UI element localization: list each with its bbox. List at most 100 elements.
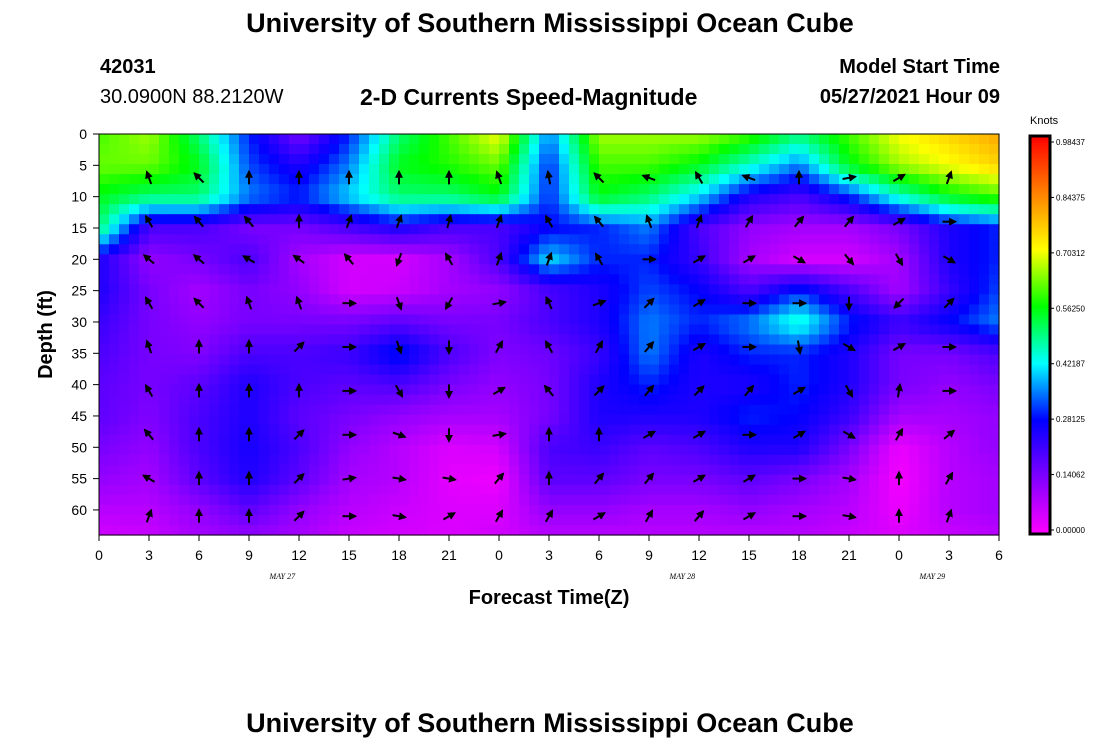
heatmap-cell xyxy=(549,134,560,145)
heatmap-cell xyxy=(219,414,230,426)
heatmap-cell xyxy=(489,514,500,526)
heatmap-cell xyxy=(909,314,920,326)
heatmap-cell xyxy=(479,344,490,356)
heatmap-cell xyxy=(389,244,400,255)
heatmap-cell xyxy=(679,464,690,476)
heatmap-cell xyxy=(579,314,590,326)
heatmap-cell xyxy=(569,504,580,516)
heatmap-cell xyxy=(389,514,400,526)
heatmap-cell xyxy=(219,264,230,275)
heatmap-cell xyxy=(469,234,480,245)
heatmap-cell xyxy=(849,494,860,506)
heatmap-cell xyxy=(439,144,450,155)
heatmap-cell xyxy=(509,414,520,426)
heatmap-cell xyxy=(909,504,920,516)
heatmap-cell xyxy=(539,234,550,245)
heatmap-cell xyxy=(709,314,720,326)
heatmap-cell xyxy=(739,334,750,346)
heatmap-cell xyxy=(739,434,750,446)
heatmap-cell xyxy=(219,524,230,536)
heatmap-cell xyxy=(179,134,190,145)
heatmap-cell xyxy=(429,434,440,446)
heatmap-cell xyxy=(129,194,140,205)
heatmap-cell xyxy=(739,384,750,396)
heatmap-cell xyxy=(329,384,340,396)
heatmap-cell xyxy=(239,484,250,496)
heatmap-cell xyxy=(819,504,830,516)
heatmap-cell xyxy=(949,154,960,165)
heatmap-cell xyxy=(139,484,150,496)
heatmap-cell xyxy=(149,354,160,366)
heatmap-cell xyxy=(139,244,150,255)
heatmap-cell xyxy=(849,244,860,255)
current-vector-arrow xyxy=(293,472,305,484)
heatmap-cell xyxy=(719,404,730,416)
current-vector-arrow xyxy=(844,253,855,266)
current-vector-arrow xyxy=(492,430,507,439)
heatmap-cell xyxy=(659,334,670,346)
heatmap-cell xyxy=(509,284,520,296)
heatmap-cell xyxy=(339,214,350,225)
heatmap-cell xyxy=(319,244,330,255)
heatmap-cell xyxy=(149,374,160,386)
heatmap-cell xyxy=(349,514,360,526)
heatmap-cell xyxy=(879,354,890,366)
heatmap-cell xyxy=(959,434,970,446)
heatmap-cell xyxy=(699,274,710,285)
heatmap-cell xyxy=(469,484,480,496)
heatmap-cell xyxy=(749,504,760,516)
heatmap-cell xyxy=(109,134,120,145)
heatmap-cell xyxy=(449,484,460,496)
heatmap-cell xyxy=(759,484,770,496)
heatmap-cell xyxy=(339,204,350,215)
heatmap-cell xyxy=(739,414,750,426)
heatmap-cell xyxy=(299,174,310,185)
heatmap-cell xyxy=(309,184,320,195)
heatmap-cell xyxy=(129,204,140,215)
heatmap-cell xyxy=(589,394,600,406)
heatmap-cell xyxy=(589,224,600,235)
heatmap-cell xyxy=(259,264,270,275)
heatmap-cell xyxy=(459,264,470,275)
heatmap-cell xyxy=(919,504,930,516)
current-vector-arrow xyxy=(593,215,604,228)
heatmap-cell xyxy=(559,204,570,215)
heatmap-cell xyxy=(489,494,500,506)
heatmap-cell xyxy=(799,304,810,316)
heatmap-cell xyxy=(619,174,630,185)
heatmap-cell xyxy=(859,514,870,526)
heatmap-cell xyxy=(529,504,540,516)
heatmap-cell xyxy=(119,254,130,265)
heatmap-cell xyxy=(479,154,490,165)
heatmap-cell xyxy=(749,274,760,285)
heatmap-cell xyxy=(549,274,560,285)
heatmap-cell xyxy=(189,334,200,346)
heatmap-cell xyxy=(349,354,360,366)
heatmap-cell xyxy=(579,404,590,416)
heatmap-cell xyxy=(509,134,520,145)
heatmap-cell xyxy=(309,164,320,175)
heatmap-cell xyxy=(509,504,520,516)
heatmap-cell xyxy=(369,464,380,476)
heatmap-cell xyxy=(219,364,230,376)
heatmap-cell xyxy=(279,434,290,446)
current-vector-arrow xyxy=(143,428,154,441)
heatmap-cell xyxy=(339,414,350,426)
heatmap-cell xyxy=(199,304,210,316)
heatmap-cell xyxy=(539,524,550,536)
heatmap-cell xyxy=(629,474,640,486)
heatmap-cell xyxy=(639,374,650,386)
heatmap-cell xyxy=(329,264,340,275)
heatmap-cell xyxy=(819,184,830,195)
heatmap-cell xyxy=(179,234,190,245)
heatmap-cell xyxy=(249,274,260,285)
heatmap-cell xyxy=(129,364,140,376)
heatmap-cell xyxy=(769,464,780,476)
heatmap-cell xyxy=(289,274,300,285)
heatmap-cell xyxy=(589,434,600,446)
current-vector-arrow xyxy=(893,297,905,309)
heatmap-cell xyxy=(589,494,600,506)
heatmap-cell xyxy=(189,444,200,456)
heatmap-cell xyxy=(829,464,840,476)
heatmap-cell xyxy=(919,354,930,366)
